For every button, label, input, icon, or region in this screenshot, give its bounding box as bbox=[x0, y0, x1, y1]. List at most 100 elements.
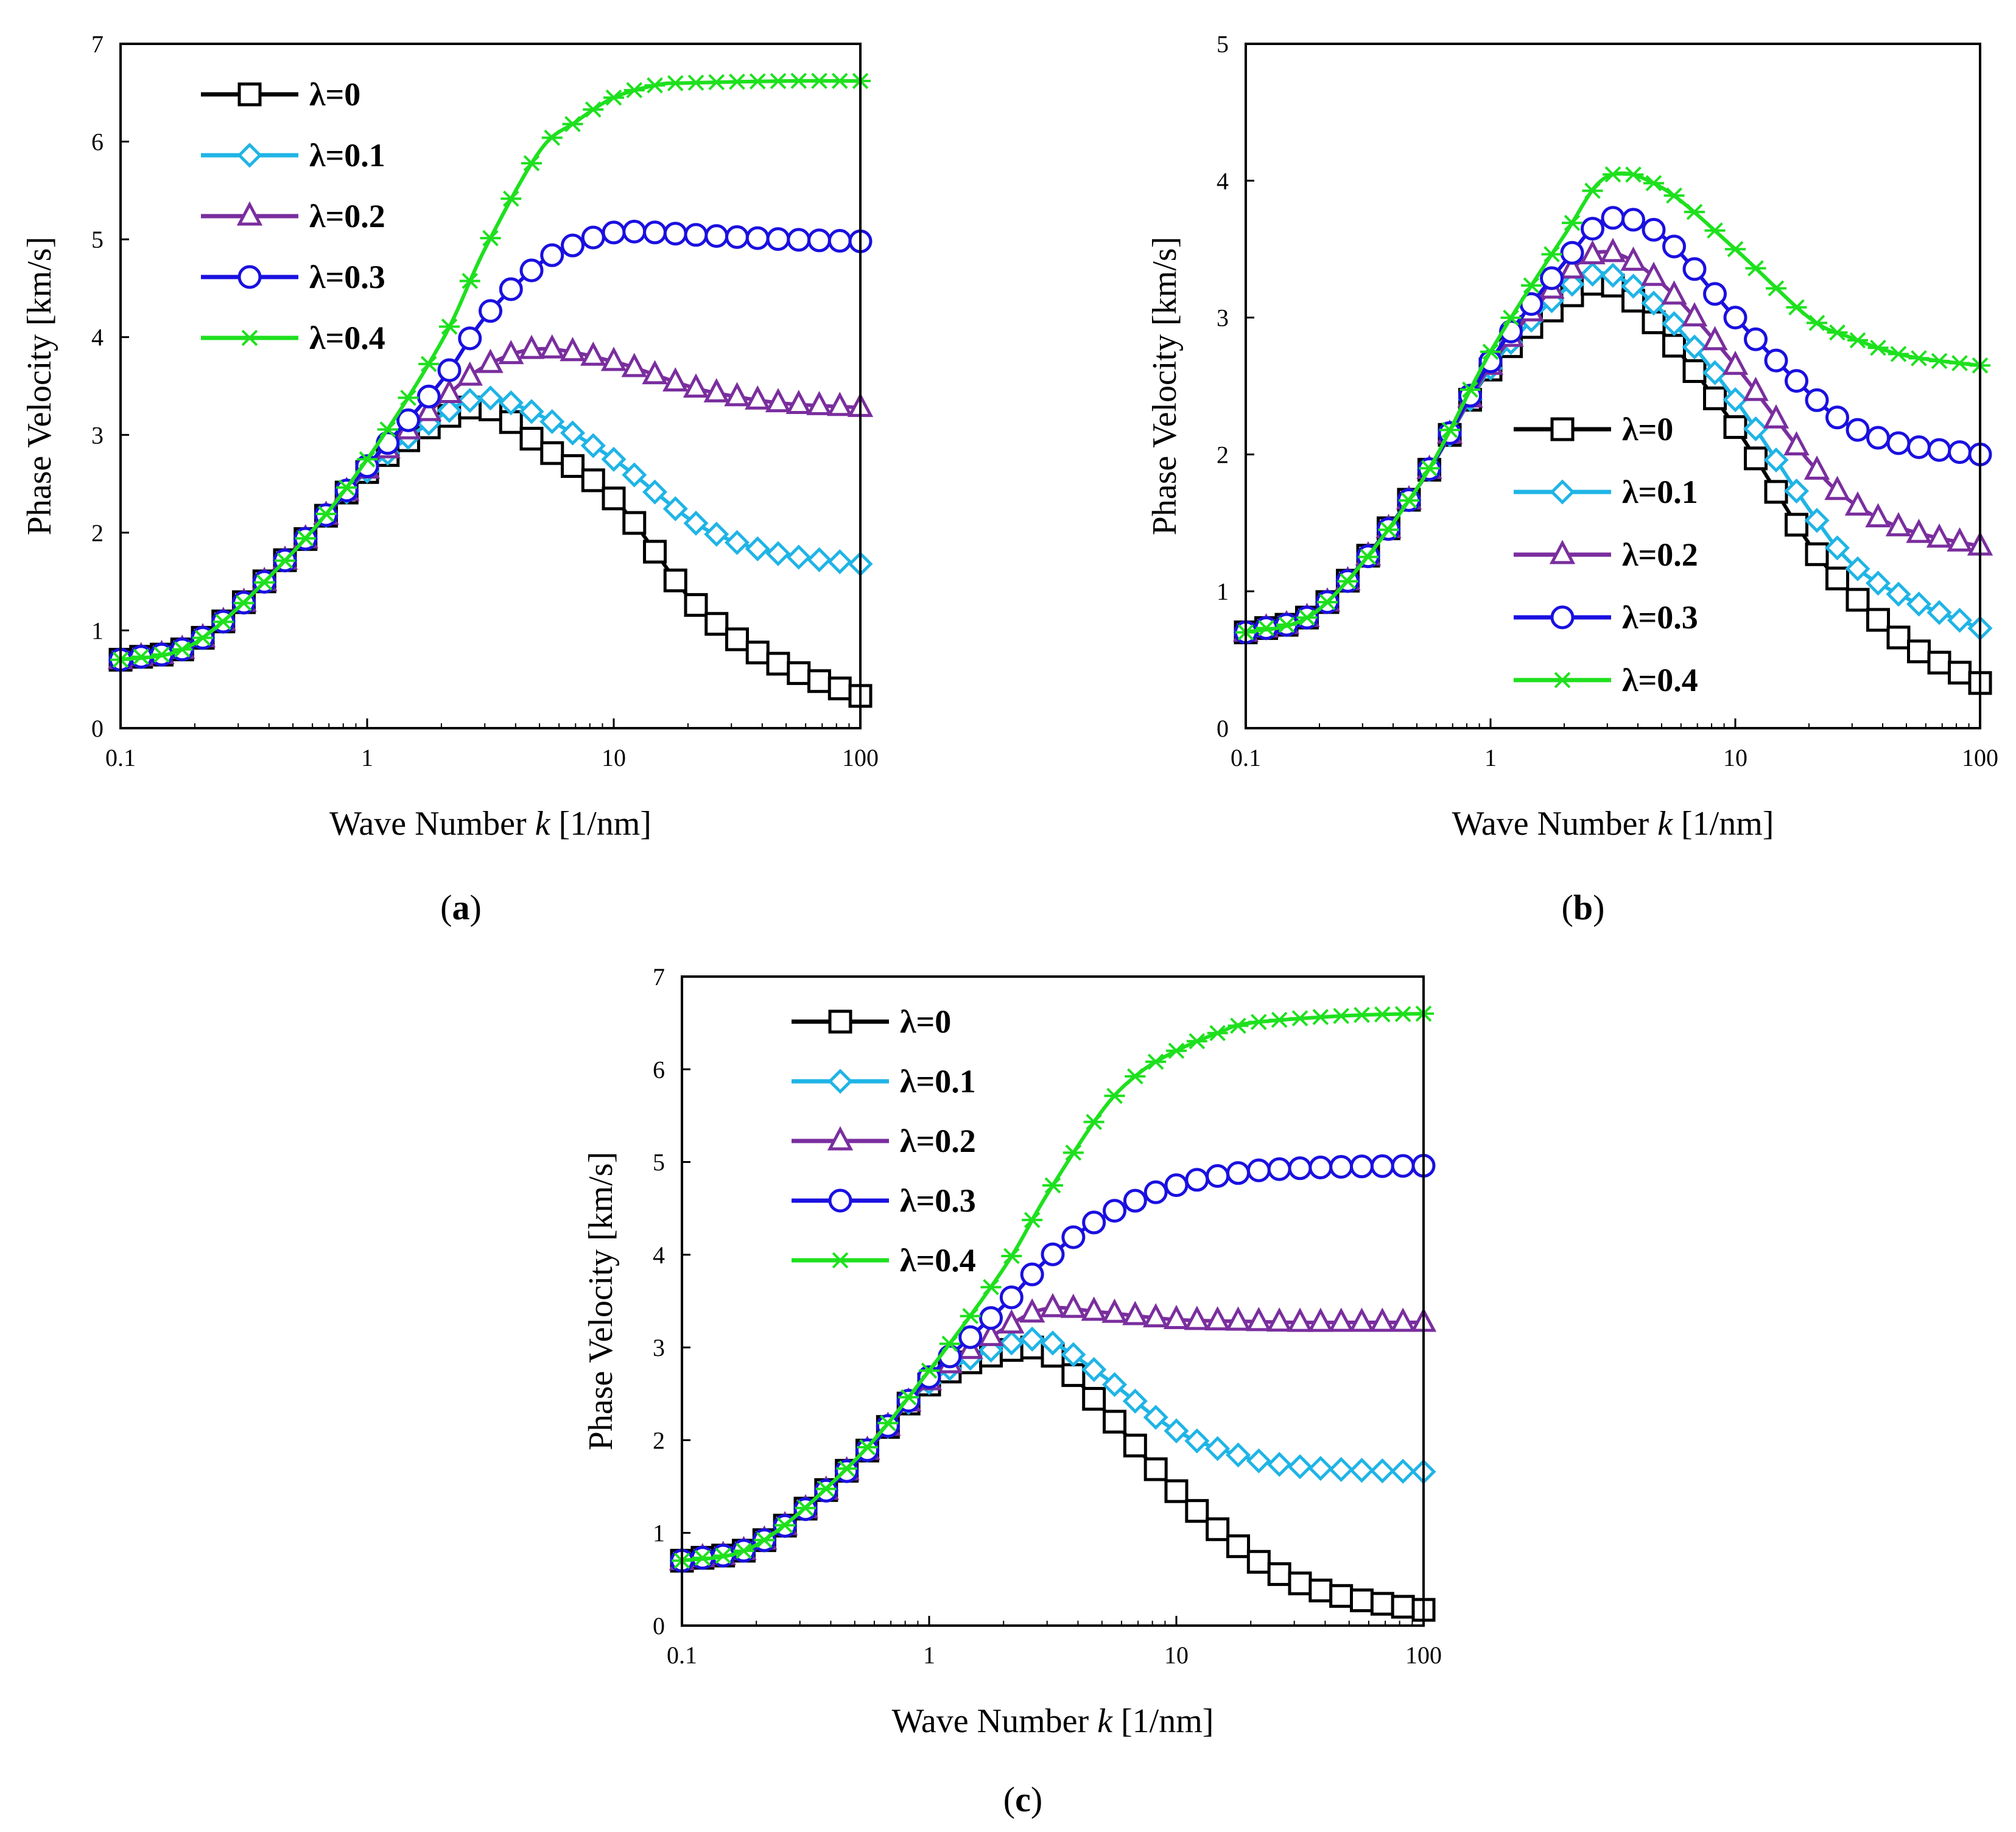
data-point bbox=[581, 468, 605, 493]
data-point bbox=[1825, 566, 1849, 591]
data-point bbox=[621, 353, 647, 377]
legend-label: λ=0.4 bbox=[900, 1242, 976, 1279]
data-point bbox=[1351, 1006, 1372, 1023]
panel-label: (a) bbox=[440, 888, 482, 927]
data-point bbox=[857, 1439, 878, 1456]
data-point bbox=[1226, 1161, 1250, 1185]
legend-marker bbox=[1550, 417, 1575, 441]
data-point bbox=[1205, 1436, 1231, 1461]
data-point bbox=[1703, 386, 1727, 410]
data-point bbox=[1246, 1307, 1272, 1332]
data-point bbox=[1287, 1454, 1313, 1479]
data-point bbox=[1480, 343, 1501, 360]
data-point bbox=[980, 1279, 1002, 1296]
data-point bbox=[917, 1365, 941, 1389]
data-point bbox=[357, 451, 378, 468]
data-point bbox=[1329, 1154, 1354, 1179]
data-point bbox=[704, 521, 729, 547]
y-tick-label: 6 bbox=[653, 1056, 665, 1083]
data-point bbox=[1350, 1588, 1374, 1613]
x-axis-label: Wave Number k [1/nm] bbox=[1452, 805, 1774, 843]
data-point bbox=[1276, 616, 1297, 633]
y-tick-label: 4 bbox=[1217, 167, 1229, 195]
x-tick-label: 0.1 bbox=[667, 1641, 697, 1669]
legend-marker bbox=[237, 265, 262, 289]
data-point bbox=[1743, 376, 1769, 401]
data-point bbox=[1783, 479, 1810, 504]
data-point bbox=[1661, 311, 1687, 337]
data-point bbox=[1269, 1011, 1290, 1028]
data-point bbox=[1763, 404, 1789, 429]
y-tick-label: 5 bbox=[653, 1149, 665, 1176]
data-point bbox=[518, 334, 545, 359]
data-point bbox=[1163, 1305, 1190, 1329]
data-point bbox=[747, 73, 768, 89]
data-point bbox=[1888, 346, 1909, 362]
legend-marker bbox=[237, 82, 262, 107]
data-point bbox=[1786, 299, 1807, 316]
y-axis-label: Phase Velocity [km/s] bbox=[582, 1152, 620, 1450]
data-point bbox=[1225, 1442, 1251, 1468]
data-point bbox=[979, 1306, 1003, 1330]
data-point bbox=[712, 1547, 734, 1564]
data-point bbox=[1123, 1188, 1147, 1213]
x-tick-label: 1 bbox=[361, 744, 373, 771]
legend-label: λ=0 bbox=[309, 76, 360, 113]
legend-label: λ=0.3 bbox=[309, 259, 385, 295]
data-point bbox=[1337, 573, 1358, 590]
data-point bbox=[1929, 353, 1950, 370]
data-point bbox=[1369, 1307, 1396, 1332]
data-point bbox=[1764, 480, 1788, 504]
data-point bbox=[1391, 1595, 1415, 1619]
data-point bbox=[643, 539, 667, 564]
legend: λ=0 λ=0.1 λ=0.2 λ=0.3 λ=0.4 bbox=[792, 1003, 976, 1279]
panel-label: (b) bbox=[1562, 888, 1605, 927]
data-point bbox=[1621, 208, 1645, 232]
data-point bbox=[1081, 1356, 1107, 1382]
data-point bbox=[581, 225, 605, 250]
data-point bbox=[999, 1309, 1025, 1334]
data-point bbox=[1704, 222, 1726, 239]
data-point bbox=[1623, 166, 1644, 183]
data-point bbox=[1082, 1387, 1106, 1411]
data-point bbox=[1228, 1017, 1249, 1034]
data-point bbox=[1329, 1457, 1354, 1483]
data-point bbox=[1682, 359, 1707, 384]
series-line bbox=[1245, 171, 1981, 634]
data-point bbox=[130, 648, 152, 665]
data-point bbox=[1807, 315, 1827, 331]
data-point bbox=[1763, 447, 1789, 473]
data-point bbox=[1390, 1307, 1416, 1332]
data-point bbox=[1521, 277, 1542, 294]
data-point bbox=[1847, 332, 1868, 349]
data-point bbox=[725, 627, 749, 651]
data-point bbox=[726, 73, 748, 90]
data-point bbox=[1143, 1303, 1169, 1328]
data-point bbox=[960, 1308, 981, 1324]
data-point bbox=[1866, 426, 1890, 450]
data-point bbox=[480, 230, 501, 247]
data-point bbox=[1393, 1006, 1414, 1022]
legend: λ=0 λ=0.1 λ=0.2 λ=0.3 λ=0.4 bbox=[201, 76, 385, 356]
data-point bbox=[458, 326, 482, 351]
data-point bbox=[1662, 234, 1686, 259]
data-point bbox=[958, 1325, 983, 1349]
data-point bbox=[254, 574, 275, 591]
data-point bbox=[807, 228, 831, 253]
data-point bbox=[1290, 1010, 1310, 1027]
data-point bbox=[829, 72, 851, 89]
data-point bbox=[1143, 1180, 1168, 1204]
data-point bbox=[1600, 237, 1626, 262]
data-point bbox=[1684, 203, 1705, 220]
data-point bbox=[602, 486, 626, 511]
data-point bbox=[1702, 326, 1728, 351]
data-point bbox=[1391, 1154, 1415, 1178]
data-point bbox=[1122, 1388, 1148, 1414]
legend-label: λ=0.4 bbox=[1622, 662, 1698, 698]
data-point bbox=[1541, 246, 1562, 262]
plot-frame bbox=[681, 975, 1425, 1627]
data-point bbox=[788, 72, 809, 89]
data-point bbox=[745, 640, 770, 665]
data-point bbox=[745, 385, 771, 410]
data-point bbox=[1744, 327, 1768, 351]
